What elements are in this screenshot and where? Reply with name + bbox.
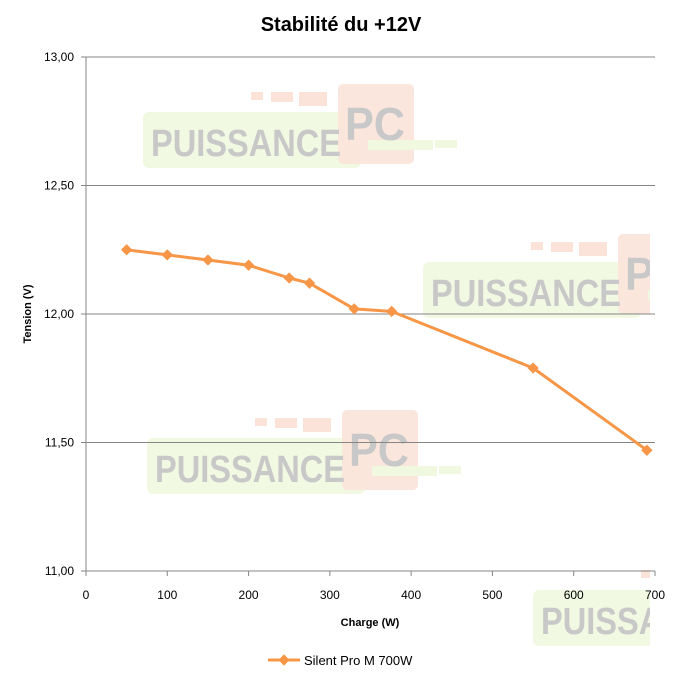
- chart-title: Stabilité du +12V: [260, 14, 422, 36]
- data-point-diamond: [242, 259, 255, 271]
- data-point-diamond: [283, 272, 295, 284]
- y-tick-label: 13,00: [44, 50, 74, 64]
- data-point-diamond: [161, 249, 173, 261]
- svg-text:PUISSANCE: PUISSANCE: [155, 449, 345, 491]
- data-point-diamond: [641, 444, 653, 456]
- legend: Silent Pro M 700W: [268, 650, 412, 670]
- x-tick-label: 200: [239, 588, 259, 602]
- data-point-diamond: [348, 303, 360, 315]
- gridlines: [86, 56, 655, 443]
- legend-line-diamond-icon: [268, 654, 300, 666]
- x-tick-label: 300: [320, 588, 340, 602]
- data-point-diamond: [527, 362, 539, 374]
- x-tick-label: 600: [564, 588, 584, 602]
- svg-text:PUISSANCE: PUISSANCE: [151, 123, 341, 165]
- x-tick-label: 700: [645, 588, 665, 602]
- y-tick-label: 12,00: [44, 307, 74, 321]
- svg-text:PC: PC: [349, 424, 409, 476]
- x-tick-label: 500: [482, 588, 502, 602]
- svg-text:PUISSANCE: PUISSANCE: [541, 601, 682, 643]
- svg-text:PC: PC: [345, 98, 405, 150]
- data-point-diamond: [202, 254, 214, 266]
- data-point-diamond: [303, 277, 316, 289]
- series-layer: [120, 244, 653, 456]
- svg-text:PUISSANCE: PUISSANCE: [431, 273, 621, 315]
- y-tick-label: 11,00: [45, 564, 74, 578]
- series-line: [126, 248, 648, 452]
- x-tick-label: 100: [157, 588, 177, 602]
- y-tick-label: 11,50: [45, 436, 74, 450]
- x-tick-label: 400: [401, 588, 421, 602]
- y-tick-label: 12,50: [44, 179, 74, 193]
- x-axis-title: Charge (W): [341, 617, 400, 629]
- data-point-diamond: [385, 305, 398, 318]
- x-tick-label: 0: [83, 588, 90, 602]
- y-axis-title: Tension (V): [22, 284, 34, 343]
- axes: 13,00 12,50 12,00 11,50 11,00 0 100 200 300 400 50…: [44, 50, 665, 602]
- svg-text:PC: PC: [625, 248, 682, 300]
- legend-label: Silent Pro M 700W: [304, 652, 413, 668]
- data-point-diamond: [120, 244, 133, 256]
